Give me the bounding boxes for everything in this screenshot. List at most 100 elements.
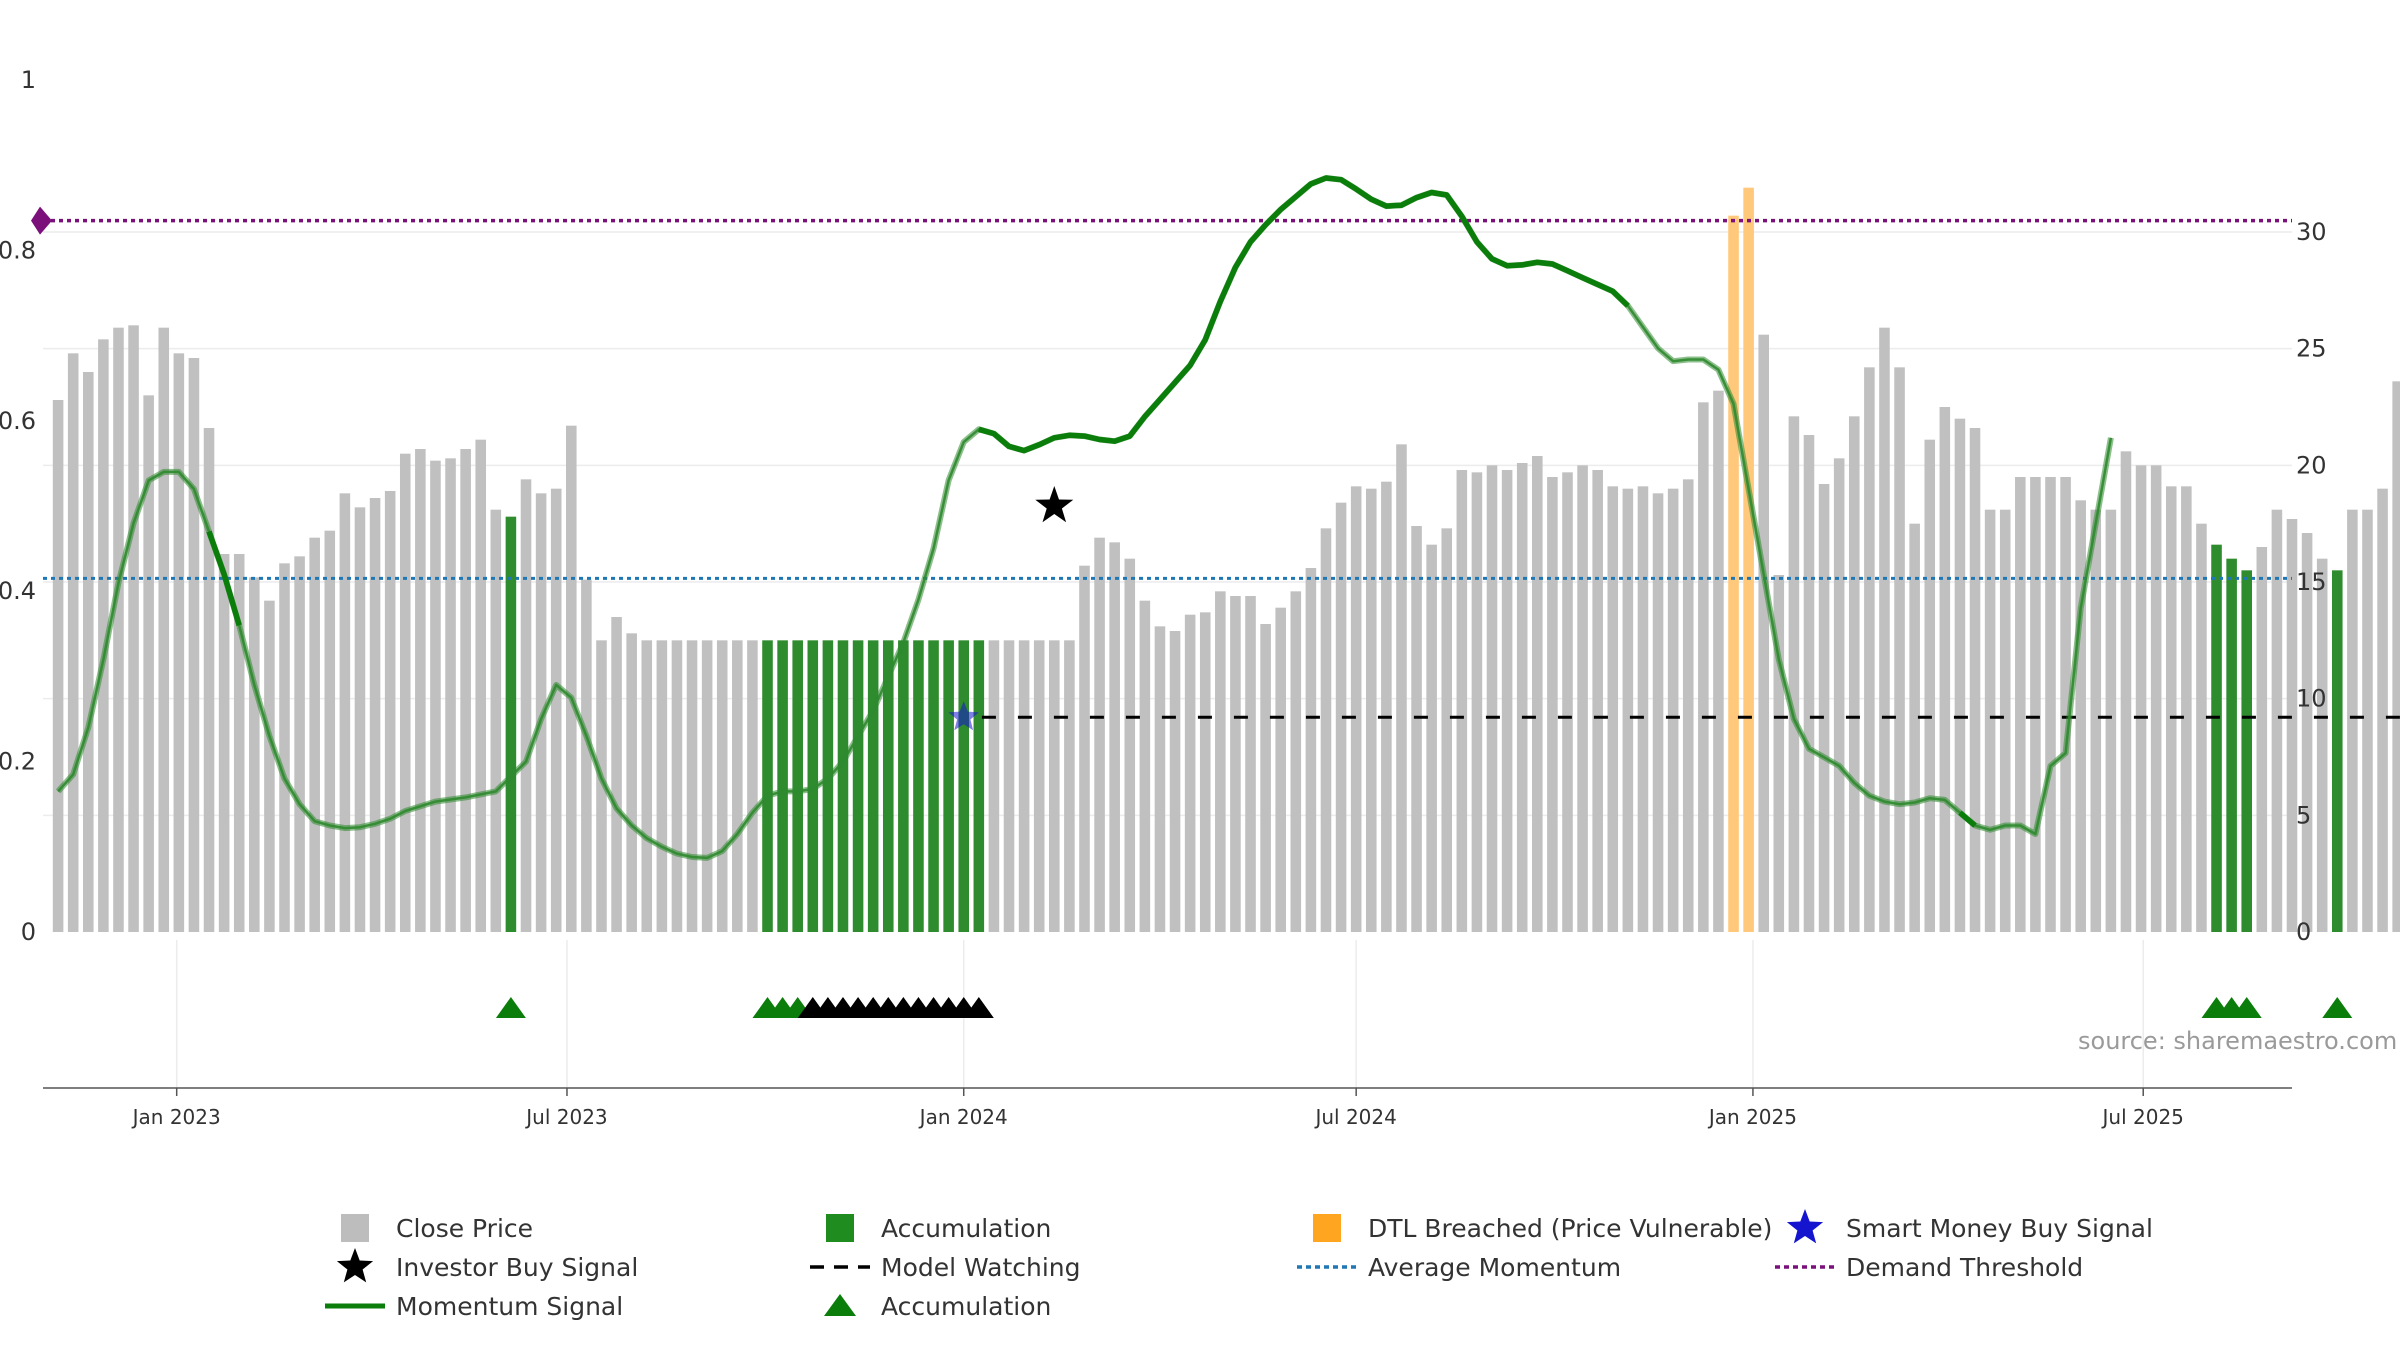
price-bar xyxy=(1758,334,1769,933)
price-bar xyxy=(550,488,562,932)
model-watching-triangle xyxy=(963,997,994,1018)
accumulation-bar xyxy=(2211,544,2222,932)
y-right-tick-label: 10 xyxy=(2296,685,2327,713)
price-bar xyxy=(415,449,426,932)
price-bar xyxy=(1954,418,1966,933)
accumulation-bar xyxy=(973,640,985,932)
price-bar xyxy=(399,453,411,932)
accumulation-triangle xyxy=(495,997,526,1018)
momentum-signal-highlight xyxy=(1958,810,1977,828)
accumulation-bar xyxy=(852,640,864,932)
price-bar xyxy=(1139,600,1151,932)
price-bar xyxy=(2045,477,2056,932)
price-bar xyxy=(82,372,94,932)
price-bar xyxy=(1577,465,1588,932)
price-bar xyxy=(1154,626,1166,932)
price-bar xyxy=(581,579,592,932)
price-bar xyxy=(2316,558,2328,932)
price-bar xyxy=(2271,509,2283,932)
legend-item-momentum: Momentum Signal xyxy=(325,1292,623,1321)
price-bar xyxy=(1230,596,1241,932)
price-bar xyxy=(430,460,441,932)
price-bar xyxy=(1879,327,1890,933)
price-bar xyxy=(2105,509,2117,932)
price-bar xyxy=(218,554,230,932)
legend-label: Investor Buy Signal xyxy=(396,1253,638,1282)
price-bar xyxy=(686,640,698,932)
price-bar xyxy=(701,640,713,932)
price-bar xyxy=(1320,528,1332,932)
y-left-tick-label: 0.6 xyxy=(0,407,36,435)
price-bar xyxy=(460,449,471,932)
price-bar xyxy=(128,325,139,932)
price-bar xyxy=(490,509,502,932)
legend-item-model_watching: Model Watching xyxy=(810,1253,1081,1282)
price-bar xyxy=(143,395,154,932)
price-bar xyxy=(475,439,487,932)
price-bar xyxy=(747,640,758,932)
price-bar xyxy=(1094,537,1105,932)
legend-item-accumulation_tri: Accumulation xyxy=(824,1292,1051,1321)
dtl-breached-bar xyxy=(1743,187,1754,932)
price-bar xyxy=(1803,435,1815,932)
price-bar xyxy=(1939,407,1951,932)
legend-label: Demand Threshold xyxy=(1846,1253,2083,1282)
price-bar xyxy=(188,358,200,932)
price-bar xyxy=(2075,500,2086,932)
price-bar xyxy=(1471,472,1483,932)
price-bar xyxy=(1245,596,1256,932)
price-bar xyxy=(173,353,185,932)
price-bar xyxy=(1169,631,1181,932)
price-bar xyxy=(641,640,653,932)
accumulation-bar xyxy=(822,640,834,932)
momentum-signal-highlight xyxy=(206,530,242,627)
price-bar xyxy=(1290,591,1302,932)
y-left-tick-label: 0.2 xyxy=(0,748,36,776)
price-bar xyxy=(384,491,396,932)
price-bar xyxy=(233,554,245,932)
legend-swatch-square xyxy=(826,1214,854,1242)
y-right-tick-label: 20 xyxy=(2296,451,2327,479)
price-bar xyxy=(671,640,683,932)
legend-item-avg_momentum: Average Momentum xyxy=(1297,1253,1621,1282)
price-bar xyxy=(2120,451,2132,932)
price-bar xyxy=(520,479,532,932)
y-right-tick-label: 15 xyxy=(2296,568,2327,596)
momentum-signal-highlight xyxy=(978,175,1630,454)
investor-buy-star xyxy=(1035,486,1074,523)
price-bar xyxy=(1984,509,1996,932)
accumulation-bar xyxy=(762,640,773,932)
price-bar xyxy=(1516,463,1528,932)
price-bar xyxy=(2060,477,2071,932)
price-bar xyxy=(1411,526,1422,932)
price-bar xyxy=(1667,488,1679,932)
price-bar xyxy=(2150,465,2162,932)
signal-markers xyxy=(948,486,1074,731)
dtl-breached-bar xyxy=(1728,215,1739,932)
price-bar xyxy=(2301,533,2313,932)
signal-strip: Jan 2023 Jul 2023 Jan 2024 Jul 2024 Jan 2025… xyxy=(43,997,2353,1129)
price-bar xyxy=(1637,486,1649,932)
x-tick-label: Jul 2025 xyxy=(2101,1105,2184,1129)
price-bar xyxy=(611,617,622,932)
price-bar xyxy=(445,458,456,932)
price-bar xyxy=(2392,381,2400,932)
demand-threshold-marker xyxy=(31,206,52,235)
legend-item-dtl: DTL Breached (Price Vulnerable) xyxy=(1313,1214,1772,1243)
price-bar xyxy=(1547,477,1558,932)
price-bar xyxy=(2165,486,2177,932)
accumulation-bar xyxy=(2226,558,2237,932)
source-label: source: sharemaestro.com xyxy=(2078,1027,2397,1055)
price-bar xyxy=(1818,484,1830,932)
price-bar xyxy=(2377,488,2388,932)
legend-item-accumulation_bar: Accumulation xyxy=(826,1214,1051,1243)
legend-label: Momentum Signal xyxy=(396,1292,623,1321)
price-bar xyxy=(1788,416,1800,932)
price-bar xyxy=(2030,477,2041,932)
smart-money-buy-star xyxy=(948,701,979,731)
legend-item-demand_threshold: Demand Threshold xyxy=(1775,1253,2083,1282)
accumulation-bar xyxy=(913,640,924,932)
price-bar xyxy=(98,339,109,932)
price-bar xyxy=(279,563,290,932)
